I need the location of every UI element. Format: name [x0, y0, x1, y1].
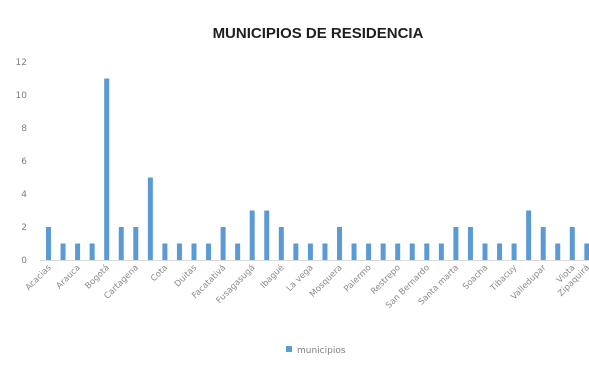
bar [162, 243, 168, 260]
bar [511, 243, 517, 260]
y-tick-label: 6 [21, 157, 27, 167]
bars-group [46, 78, 589, 260]
x-tick-label: Ibagué [258, 262, 286, 290]
bar [482, 243, 488, 260]
bar [293, 243, 299, 260]
y-tick-label: 4 [21, 190, 27, 200]
bar [147, 177, 153, 260]
bar [75, 243, 81, 260]
bar [176, 243, 182, 260]
bar [540, 227, 546, 260]
x-tick-label: Acacias [24, 263, 54, 293]
legend-swatch [286, 346, 292, 352]
bar [395, 243, 401, 260]
bar [497, 243, 503, 260]
x-tick-label: Arauca [55, 263, 83, 291]
bar [133, 227, 139, 260]
bar [555, 243, 561, 260]
y-tick-label: 2 [21, 223, 27, 233]
bar [322, 243, 328, 260]
chart-title: MUNICIPIOS DE RESIDENCIA [213, 25, 424, 42]
bar [409, 243, 415, 260]
bar [438, 243, 444, 260]
y-tick-label: 12 [16, 58, 27, 68]
legend: municipios [286, 346, 346, 356]
bar [307, 243, 313, 260]
bar [351, 243, 357, 260]
x-tick-label: Soacha [461, 263, 490, 292]
bar [220, 227, 226, 260]
bar [264, 210, 270, 260]
bar [118, 227, 124, 260]
bar [337, 227, 342, 260]
bar [569, 227, 575, 260]
y-tick-label: 0 [21, 256, 27, 266]
bar [60, 243, 66, 260]
legend-label: municipios [297, 346, 346, 356]
bar [366, 243, 372, 260]
bar [89, 243, 95, 260]
bar [278, 227, 284, 260]
y-tick-label: 10 [16, 91, 28, 101]
bar [235, 243, 241, 260]
bar [424, 243, 430, 260]
bar [526, 210, 532, 260]
x-tick-label: Cota [149, 263, 170, 284]
bar [104, 78, 110, 260]
bar [467, 227, 473, 260]
bar [206, 243, 212, 260]
bar [46, 227, 51, 260]
bar [453, 227, 459, 260]
x-tick-label: Bogotá [83, 263, 111, 291]
bar [191, 243, 197, 260]
bar [249, 210, 255, 260]
bar [380, 243, 386, 260]
bar [584, 243, 589, 260]
y-axis: 0 2 4 6 8 10 12 [16, 58, 28, 266]
y-tick-label: 8 [21, 124, 27, 134]
x-tick-label: Duitas [173, 263, 200, 290]
